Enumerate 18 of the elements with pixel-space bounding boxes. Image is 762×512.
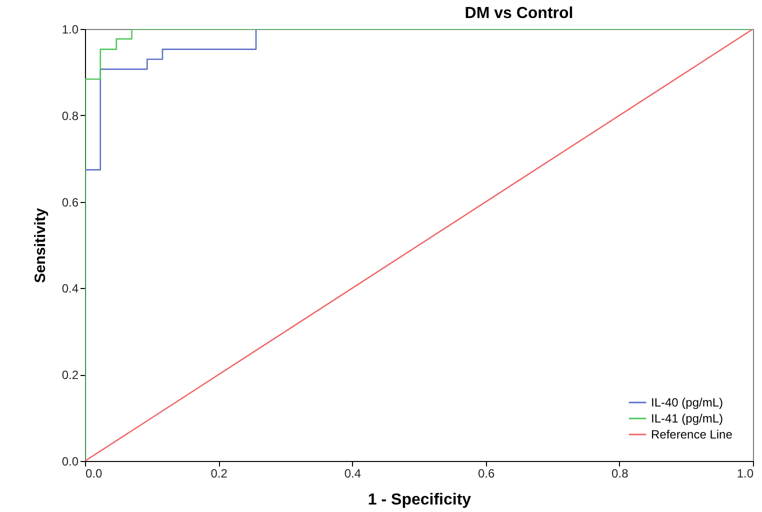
x-tick-label: 0.0 <box>86 466 103 480</box>
x-axis-title: 1 - Specificity <box>368 492 472 508</box>
y-axis-title: Sensitivity <box>32 207 49 284</box>
legend-label: Reference Line <box>651 428 733 442</box>
legend-label: IL-40 (pg/mL) <box>651 396 724 410</box>
x-tick-label: 0.4 <box>344 466 362 480</box>
y-tick-label: 0.6 <box>62 195 79 210</box>
y-tick-label: 1.0 <box>62 22 79 36</box>
y-tick-label: 0.2 <box>62 368 79 382</box>
y-tick-label: 0.0 <box>62 454 79 468</box>
chart-title: DM vs Control <box>464 5 574 22</box>
y-tick-label: 0.8 <box>62 108 79 123</box>
x-tick-label: 1.0 <box>736 466 754 480</box>
y-tick-label: 0.4 <box>62 282 79 296</box>
x-tick-label: 0.8 <box>612 466 629 480</box>
x-tick-label: 0.2 <box>210 466 228 480</box>
legend-label: IL-41 (pg/mL) <box>651 412 724 426</box>
x-tick-label: 0.6 <box>478 466 495 480</box>
